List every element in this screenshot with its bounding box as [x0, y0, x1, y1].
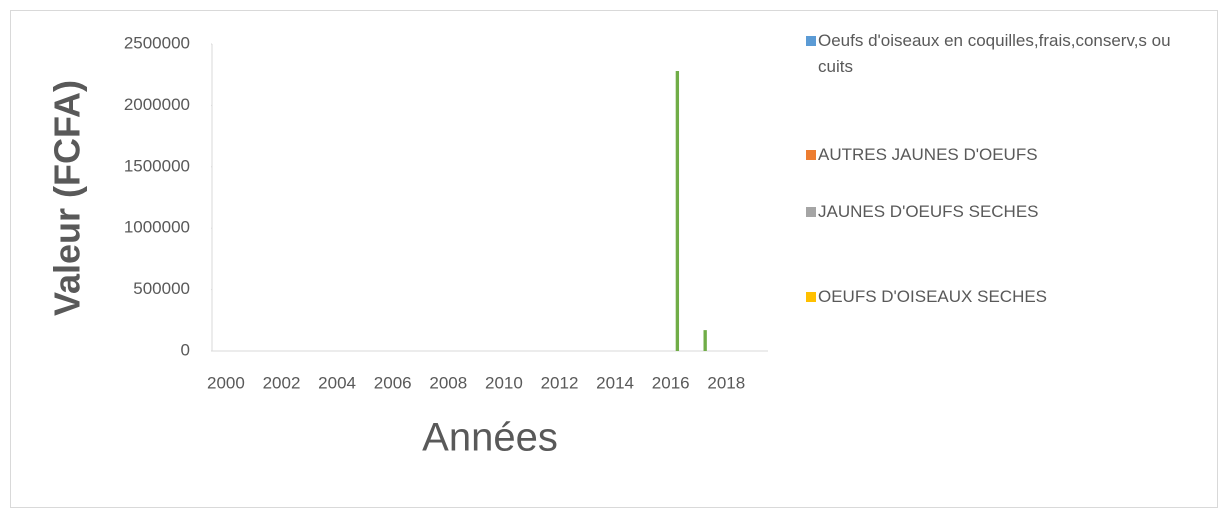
x-tick-label: 2018 — [707, 373, 745, 392]
x-tick-label: 2014 — [596, 373, 634, 392]
y-tick-label: 0 — [181, 340, 190, 359]
chart-border — [10, 10, 1218, 508]
legend-swatch — [806, 292, 816, 302]
legend-entry: JAUNES D'OEUFS SECHES — [806, 199, 1178, 225]
legend-swatch — [806, 207, 816, 217]
x-tick-label: 2010 — [485, 373, 523, 392]
x-tick-label: 2002 — [263, 373, 301, 392]
legend-entry: OEUFS D'OISEAUX SECHES — [806, 284, 1178, 310]
bar — [675, 71, 680, 352]
legend-entry: AUTRES JAUNES D'OEUFS — [806, 142, 1178, 168]
x-tick-label: 2016 — [652, 373, 690, 392]
bar — [703, 330, 707, 351]
legend-label: JAUNES D'OEUFS SECHES — [818, 202, 1039, 221]
x-tick-label: 2012 — [541, 373, 579, 392]
y-tick-label: 2500000 — [124, 33, 190, 52]
x-tick-label: 2006 — [374, 373, 412, 392]
x-tick-label: 2000 — [207, 373, 245, 392]
y-axis-title: Valeur (FCFA) — [47, 80, 88, 316]
y-tick-label: 2000000 — [124, 95, 190, 114]
x-axis-title: Années — [422, 416, 558, 460]
legend-label: OEUFS D'OISEAUX SECHES — [818, 287, 1048, 306]
y-tick-label: 1000000 — [124, 218, 190, 237]
legend-swatch — [806, 150, 816, 160]
y-tick-label: 1500000 — [124, 156, 190, 175]
legend-label: Oeufs d'oiseaux en coquilles,frais,conse… — [818, 31, 1171, 76]
x-tick-label: 2004 — [318, 373, 356, 392]
y-tick-label: 500000 — [133, 279, 190, 298]
legend-entry: Oeufs d'oiseaux en coquilles,frais,conse… — [806, 28, 1178, 80]
x-tick-label: 2008 — [429, 373, 467, 392]
legend-swatch — [806, 36, 816, 46]
legend-label: AUTRES JAUNES D'OEUFS — [818, 145, 1038, 164]
